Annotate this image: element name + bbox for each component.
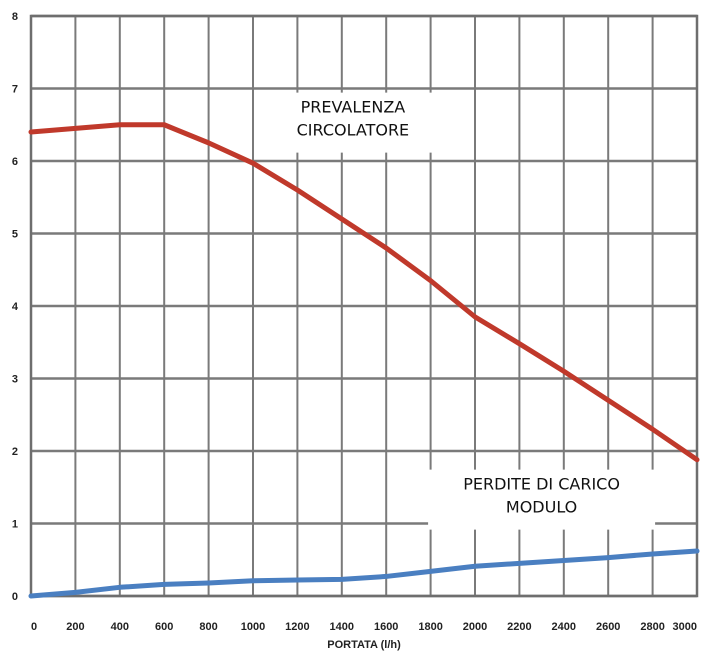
annotation-background — [272, 92, 434, 153]
x-tick-label: 2200 — [507, 621, 531, 633]
x-axis-label: PORTATA (l/h) — [327, 639, 401, 651]
x-tick-label: 2800 — [640, 621, 664, 633]
x-tick-label: 200 — [66, 621, 84, 633]
y-tick-label: 1 — [12, 519, 18, 531]
annotation-prevalenza: CIRCOLATORE — [297, 121, 410, 140]
series-group — [28, 122, 700, 599]
annotation-background — [428, 469, 656, 530]
y-tick-label: 7 — [12, 84, 18, 96]
y-tick-label: 3 — [12, 374, 18, 386]
x-axis: 0 200 400 600 800 1000 1200 1400 1600 1800 2000 220… — [31, 621, 697, 633]
plot-frame — [29, 14, 699, 598]
plot-border — [29, 14, 699, 598]
series-line-prevalenza — [28, 122, 700, 463]
y-tick-label: 6 — [12, 156, 18, 168]
annotation-perdite: PERDITE DI CARICO — [463, 475, 620, 494]
y-tick-label: 8 — [12, 11, 18, 23]
x-tick-label: 2400 — [552, 621, 576, 633]
x-tick-label: 1800 — [418, 621, 442, 633]
x-tick-label: 1200 — [285, 621, 309, 633]
x-tick-label: 2600 — [596, 621, 620, 633]
x-tick-label: 1000 — [241, 621, 265, 633]
x-tick-label: 1600 — [374, 621, 398, 633]
y-tick-label: 0 — [12, 591, 18, 603]
x-tick-label: 400 — [111, 621, 129, 633]
x-tick-label: 0 — [31, 621, 37, 633]
x-tick-label: 600 — [155, 621, 173, 633]
x-tick-label: 1400 — [330, 621, 354, 633]
y-tick-label: 2 — [12, 446, 18, 458]
y-axis: 0 1 2 3 4 5 6 7 8 — [12, 11, 19, 603]
annotation-prevalenza: PREVALENZA — [301, 98, 406, 117]
x-tick-label: 3000 — [673, 621, 697, 633]
x-tick-label: 800 — [199, 621, 217, 633]
series-line-perdite — [28, 548, 700, 599]
y-tick-label: 4 — [12, 301, 19, 313]
y-tick-label: 5 — [12, 229, 18, 241]
annotations: PREVALENZA CIRCOLATORE PERDITE DI CARICO MO… — [272, 92, 656, 530]
annotation-perdite: MODULO — [506, 498, 577, 517]
x-tick-label: 2000 — [463, 621, 487, 633]
